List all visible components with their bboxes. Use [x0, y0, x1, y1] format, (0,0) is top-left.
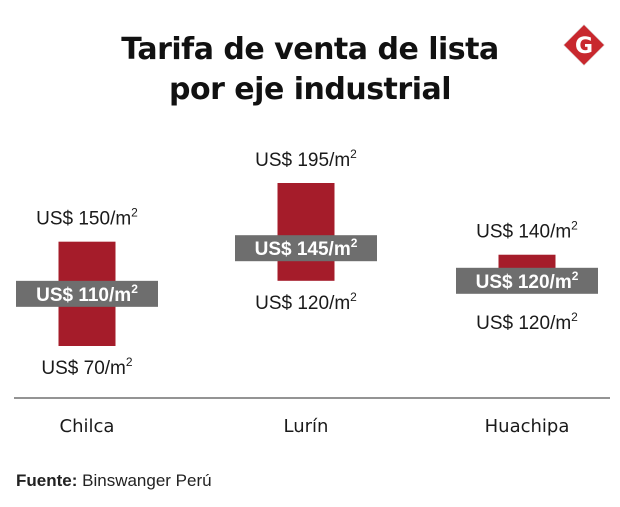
- chart-marks: US$ 150/m2 US$ 70/m2 US$ 110/m2 Chilca US$ 1…: [16, 147, 598, 437]
- source-label: Fuente:: [16, 471, 78, 490]
- high-value-label-1: US$ 195/m2: [255, 147, 357, 171]
- high-value-label-0: US$ 150/m2: [36, 206, 138, 230]
- source-note: Fuente: Binswanger Perú: [16, 471, 212, 491]
- chart-title-line-1: Tarifa de venta de lista: [121, 32, 499, 67]
- mid-value-box-0: [16, 280, 158, 307]
- logo-letter: G: [575, 34, 593, 59]
- logo-red-diamond: [564, 25, 604, 65]
- source-text: Binswanger Perú: [82, 471, 212, 490]
- low-value-label-0: US$ 70/m2: [41, 355, 132, 379]
- mid-value-label-0: US$ 110/m2: [36, 282, 138, 306]
- category-label-2: Huachipa: [485, 416, 570, 437]
- mid-value-box-2: [456, 267, 598, 294]
- category-label-0: Chilca: [60, 416, 115, 437]
- mid-value-label-2: US$ 120/m2: [476, 269, 579, 293]
- low-value-label-2: US$ 120/m2: [476, 310, 578, 334]
- range-chart: US$ 150/m2 US$ 70/m2 US$ 110/m2 Chilca US$ 1…: [14, 147, 610, 437]
- range-bar-1: [277, 183, 335, 281]
- high-value-label-2: US$ 140/m2: [476, 219, 578, 243]
- mid-value-box-1: [235, 235, 377, 262]
- gestion-logo-icon: G: [563, 24, 605, 66]
- category-label-1: Lurín: [284, 416, 329, 437]
- mid-value-label-1: US$ 145/m2: [255, 236, 358, 260]
- chart-title: Tarifa de venta de lista por eje industr…: [0, 30, 620, 110]
- low-value-label-1: US$ 120/m2: [255, 290, 357, 314]
- chart-title-line-2: por eje industrial: [168, 72, 452, 107]
